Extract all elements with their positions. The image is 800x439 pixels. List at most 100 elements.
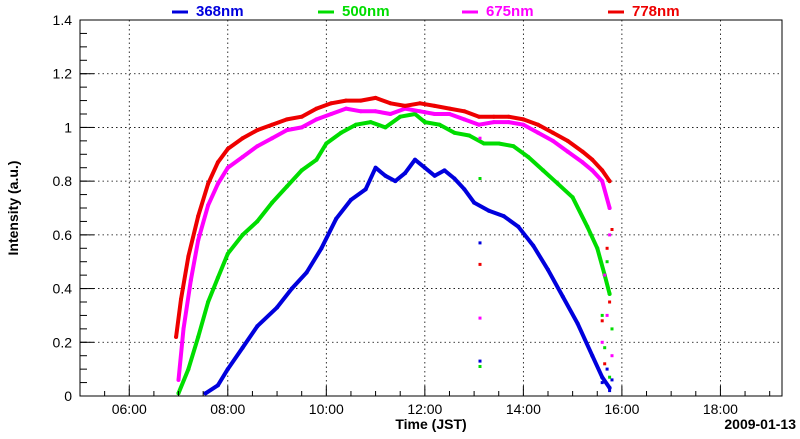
data-point (580, 160, 585, 165)
data-point (186, 254, 191, 259)
scatter-point (608, 389, 612, 393)
data-point (560, 294, 565, 299)
data-point (329, 112, 334, 116)
scatter-point (610, 354, 614, 358)
data-point (417, 101, 422, 106)
data-point (590, 157, 595, 162)
series-675nm (176, 106, 614, 382)
x-tick-label: 12:00 (407, 401, 442, 417)
data-point (432, 103, 437, 108)
data-point (565, 138, 570, 143)
data-point (511, 144, 516, 149)
scatter-point (478, 177, 482, 180)
data-point (531, 243, 536, 248)
data-point (388, 112, 393, 116)
data-point (334, 216, 339, 221)
data-point (506, 114, 511, 119)
data-point (486, 208, 491, 213)
data-point (206, 300, 211, 304)
data-point (437, 122, 442, 127)
data-point (526, 155, 531, 159)
scatter-point (605, 313, 609, 317)
legend-item-675nm: 675nm (462, 3, 534, 20)
scatter-point (600, 340, 604, 344)
data-point (255, 144, 260, 149)
data-point (225, 146, 230, 151)
legend: 368nm 500nm 675nm 778nm (172, 3, 680, 20)
grid (80, 20, 782, 396)
data-point (188, 278, 193, 283)
data-point (314, 117, 319, 122)
scatter-point (478, 241, 482, 245)
data-point (215, 275, 220, 280)
data-point (186, 367, 191, 372)
data-point (179, 297, 183, 302)
series-line (203, 157, 612, 396)
data-point (353, 122, 358, 127)
scatter-point (600, 319, 604, 323)
data-point (595, 246, 600, 251)
y-axis-label: Intensity (a.u.) (5, 161, 21, 256)
scatter-point (603, 362, 607, 366)
data-point (447, 106, 452, 111)
scatter-point (608, 233, 612, 237)
x-tick-label: 08:00 (210, 401, 245, 417)
data-point (452, 130, 457, 135)
data-point (225, 251, 230, 256)
plot-frame (79, 19, 783, 397)
data-point (215, 181, 220, 186)
data-point (422, 120, 427, 125)
data-point (501, 214, 506, 219)
data-point (477, 122, 481, 127)
data-point (240, 136, 245, 141)
data-point (348, 197, 353, 202)
data-point (536, 130, 541, 135)
data-point (255, 128, 260, 133)
scatter-point (608, 375, 612, 379)
series-368nm (203, 157, 614, 396)
data-point (442, 168, 447, 173)
data-point (176, 377, 181, 382)
data-point (215, 160, 220, 165)
data-point (590, 168, 595, 173)
scatter-point (478, 136, 482, 140)
data-point (196, 238, 201, 243)
data-point (506, 120, 511, 125)
data-point (383, 125, 388, 130)
data-point (358, 98, 363, 103)
data-point (240, 232, 245, 237)
y-tick-label: 0.4 (53, 281, 73, 297)
data-point (462, 187, 467, 192)
data-point (447, 112, 452, 116)
data-point (491, 120, 496, 125)
data-point (289, 286, 294, 291)
data-point (472, 200, 477, 205)
x-tick-label: 14:00 (506, 401, 541, 417)
data-point (368, 120, 373, 125)
data-point (319, 246, 324, 251)
data-point (284, 128, 289, 133)
legend-item-500nm: 500nm (318, 3, 390, 20)
data-point (462, 109, 467, 114)
data-point (255, 219, 260, 224)
data-point (580, 149, 585, 154)
data-point (521, 117, 526, 122)
data-point (174, 334, 179, 339)
data-point (491, 114, 496, 119)
data-point (275, 305, 280, 310)
scatter-point (600, 381, 604, 385)
data-point (467, 133, 472, 138)
data-point (585, 224, 590, 229)
data-point (304, 270, 309, 275)
x-tick-label: 06:00 (112, 401, 147, 417)
data-point (206, 181, 211, 186)
x-tick-label: 10:00 (309, 401, 344, 417)
data-point (477, 114, 481, 119)
scatter-point (605, 260, 609, 264)
data-point (314, 106, 319, 111)
data-point (555, 181, 560, 186)
scatter-point (478, 262, 482, 266)
series-778nm (174, 95, 614, 366)
